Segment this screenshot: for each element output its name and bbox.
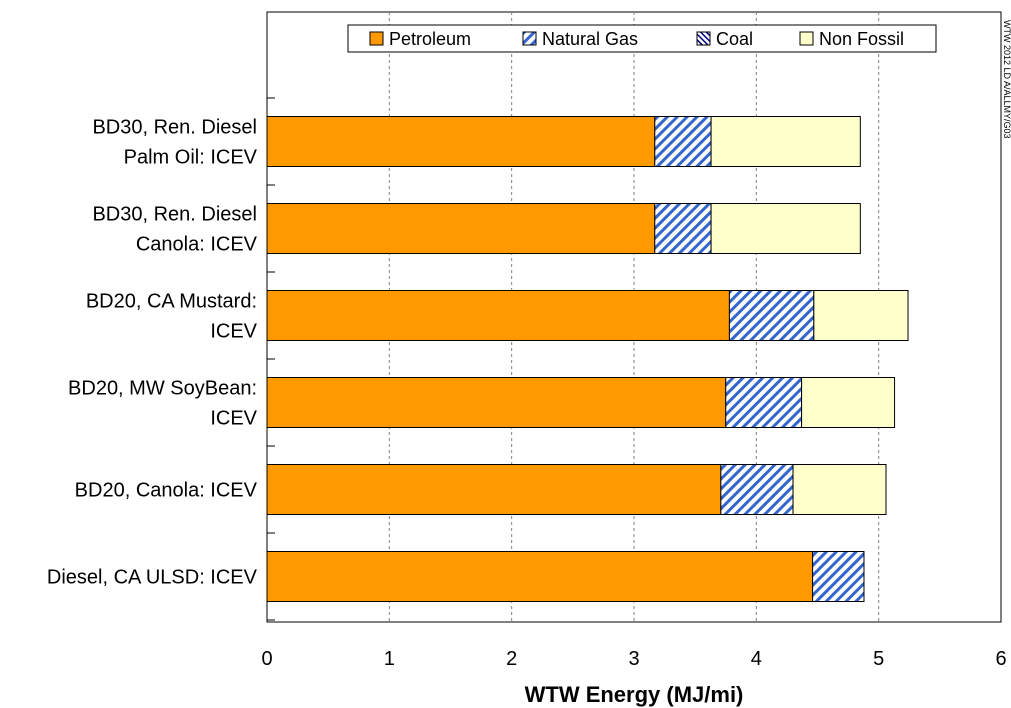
category-label: ICEV <box>210 321 257 343</box>
bars <box>266 116 909 602</box>
bar-segment <box>266 290 730 341</box>
bar-segment <box>266 551 814 602</box>
legend-swatch <box>799 31 814 46</box>
bar-segment <box>710 116 861 167</box>
category-label: Palm Oil: ICEV <box>124 147 258 169</box>
bar-segment <box>725 377 803 428</box>
x-axis-ticks: 0 1 2 3 4 5 6 <box>261 648 1006 670</box>
category-labels: BD30, Ren. Diesel Palm Oil: ICEV BD30, Ren… <box>47 117 258 589</box>
bar-segment <box>710 203 861 254</box>
bar-segment <box>728 290 815 341</box>
legend-label: Non Fossil <box>819 29 904 49</box>
x-axis-title: WTW Energy (MJ/mi) <box>525 682 744 707</box>
category-label: BD30, Ren. Diesel <box>92 204 257 226</box>
bar-segment <box>813 290 909 341</box>
legend-box <box>347 24 937 53</box>
bar-segment <box>266 116 656 167</box>
legend-swatch <box>369 31 384 46</box>
legend-label: Petroleum <box>389 29 471 49</box>
category-label: Diesel, CA ULSD: ICEV <box>47 567 258 589</box>
category-label: BD20, Canola: ICEV <box>75 480 258 502</box>
bar-segment <box>812 551 865 602</box>
category-label: ICEV <box>210 408 257 430</box>
bar-segment <box>266 464 722 515</box>
category-label: Canola: ICEV <box>136 234 258 256</box>
bar-segment <box>801 377 896 428</box>
legend-swatch <box>522 31 537 46</box>
legend-swatch <box>696 31 711 46</box>
bar-segment <box>792 464 887 515</box>
x-tick-label: 1 <box>384 648 395 670</box>
x-tick-label: 2 <box>506 648 517 670</box>
bar-segment <box>266 377 727 428</box>
legend-label: Coal <box>716 29 753 49</box>
x-tick-label: 6 <box>995 648 1006 670</box>
x-tick-label: 4 <box>751 648 762 670</box>
category-label: BD20, MW SoyBean: <box>68 378 257 400</box>
bar-segment <box>720 464 794 515</box>
side-note: WTW 2012 LD A/ALLMY/G03 <box>1002 20 1011 139</box>
legend: Petroleum Natural Gas Coal Non Fossil <box>347 24 937 53</box>
category-label: BD20, CA Mustard: <box>86 291 257 313</box>
bar-segment <box>654 203 712 254</box>
y-axis-ticks <box>267 97 275 621</box>
x-tick-label: 5 <box>873 648 884 670</box>
x-tick-label: 0 <box>261 648 272 670</box>
legend-label: Natural Gas <box>542 29 638 49</box>
category-label: BD30, Ren. Diesel <box>92 117 257 139</box>
bar-segment <box>266 203 656 254</box>
bar-segment <box>654 116 712 167</box>
x-tick-label: 3 <box>628 648 639 670</box>
